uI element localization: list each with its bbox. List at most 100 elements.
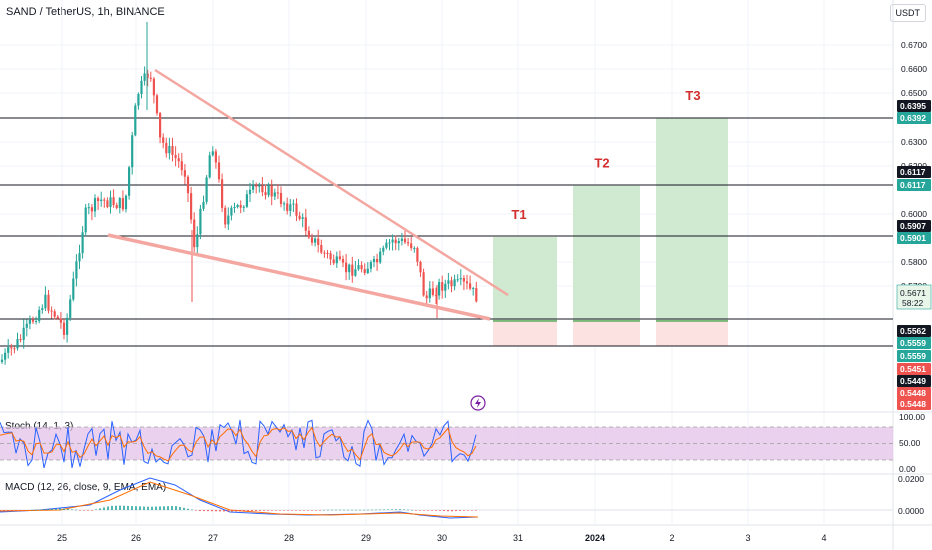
candle-body bbox=[87, 207, 90, 209]
candle-body bbox=[109, 197, 112, 208]
candle-body bbox=[456, 279, 459, 281]
candle-body bbox=[103, 199, 106, 201]
price-tag-text: 0.5448 bbox=[900, 388, 926, 398]
macd-histogram-bar bbox=[423, 510, 425, 511]
candle-body bbox=[10, 347, 13, 349]
macd-histogram-bar bbox=[23, 510, 25, 511]
candle-body bbox=[115, 204, 118, 208]
candle-body bbox=[323, 252, 326, 254]
price-tags: 0.6395 0.6392 0.6117 0.6117 0.5907 0.5901 0.55… bbox=[896, 100, 932, 410]
time-tick-label: 2024 bbox=[585, 533, 605, 543]
price-tag-text: 0.5449 bbox=[900, 376, 926, 386]
candle-body bbox=[41, 308, 44, 310]
candle-body bbox=[245, 194, 248, 207]
price-tag-bg bbox=[897, 166, 931, 178]
macd-histogram-bar bbox=[455, 510, 457, 512]
alert-icon[interactable] bbox=[470, 395, 486, 411]
macd-histogram-bar bbox=[439, 510, 441, 511]
candle-body bbox=[425, 295, 428, 299]
price-tick-label: 0.6300 bbox=[901, 137, 927, 147]
candle-body bbox=[307, 230, 310, 238]
candle-body bbox=[295, 203, 298, 216]
macd-histogram-bar bbox=[247, 510, 249, 512]
candle-body bbox=[7, 347, 10, 353]
macd-histogram-bar bbox=[179, 507, 181, 510]
price-tag-bg bbox=[897, 350, 931, 362]
candle-body bbox=[255, 185, 258, 187]
macd-histogram-bar bbox=[211, 510, 213, 512]
price-tag-text: 0.6117 bbox=[900, 167, 926, 177]
macd-histogram-bar bbox=[427, 510, 429, 511]
target-label: T1 bbox=[511, 207, 526, 222]
time-tick-label: 26 bbox=[131, 533, 141, 543]
candle-body bbox=[357, 265, 360, 270]
time-tick-label: 25 bbox=[57, 533, 67, 543]
macd-histogram-bar bbox=[315, 510, 317, 511]
macd-histogram-bar bbox=[411, 509, 413, 511]
candle-body bbox=[431, 288, 434, 295]
macd-histogram-bar bbox=[399, 509, 401, 510]
macd-histogram-bar bbox=[63, 508, 65, 510]
candle-body bbox=[72, 278, 75, 300]
macd-histogram-bar bbox=[0, 510, 1, 511]
macd-histogram-bar bbox=[171, 506, 173, 510]
candle-body bbox=[351, 264, 354, 276]
countdown: 58:22 bbox=[902, 298, 924, 308]
chart-title: SAND / TetherUS, 1h, BINANCE bbox=[6, 6, 165, 18]
candle-body bbox=[186, 176, 190, 194]
stoch-d-line bbox=[0, 426, 477, 462]
macd-histogram-bar bbox=[371, 509, 373, 511]
price-tag-text: 0.5559 bbox=[900, 338, 926, 348]
time-tick-label: 31 bbox=[513, 533, 523, 543]
macd-histogram-bar bbox=[383, 509, 385, 511]
macd-histogram-bar bbox=[223, 510, 225, 512]
candle-body bbox=[193, 219, 196, 248]
wedge-upper bbox=[154, 68, 509, 297]
macd-histogram-bar bbox=[375, 509, 377, 511]
falling-wedge bbox=[107, 68, 509, 321]
candle-body bbox=[447, 280, 450, 284]
candle-body bbox=[171, 145, 174, 155]
candle-body bbox=[174, 154, 177, 159]
stop-zone bbox=[493, 321, 557, 346]
macd-histogram-bar bbox=[139, 506, 141, 510]
price-tag-text: 0.5448 bbox=[900, 399, 926, 409]
time-tick-label: 2 bbox=[669, 533, 674, 543]
price-tag-bg bbox=[897, 375, 931, 387]
macd-histogram-bar bbox=[343, 509, 345, 511]
target-label: T3 bbox=[685, 88, 700, 103]
candle-body bbox=[146, 73, 149, 78]
macd-histogram-bar bbox=[367, 509, 369, 511]
macd-histogram-bar bbox=[255, 510, 257, 511]
macd-histogram-bar bbox=[335, 509, 337, 511]
candle-body bbox=[465, 281, 469, 284]
time-tick-label: 30 bbox=[437, 533, 447, 543]
macd-histogram-bar bbox=[15, 510, 17, 511]
macd-tick-label: 0.0000 bbox=[898, 506, 924, 516]
macd-histogram-bar bbox=[311, 510, 313, 511]
candle-body bbox=[28, 319, 31, 324]
candle-body bbox=[400, 238, 403, 241]
candle-body bbox=[276, 192, 279, 194]
candle-body bbox=[391, 239, 394, 243]
candle-body bbox=[90, 207, 93, 212]
macd-histogram-bar bbox=[251, 510, 253, 512]
candle-body bbox=[354, 269, 357, 276]
currency-button[interactable]: USDT bbox=[889, 4, 926, 22]
macd-histogram-bar bbox=[163, 506, 165, 510]
macd-histogram-bar bbox=[11, 510, 13, 511]
current-price: 0.5671 bbox=[900, 288, 926, 298]
macd-histogram-bar bbox=[351, 509, 353, 511]
candle-body bbox=[348, 264, 351, 273]
candle-body bbox=[326, 252, 329, 254]
macd-histogram-bar bbox=[327, 509, 329, 511]
candle-body bbox=[407, 242, 410, 244]
candle-body bbox=[44, 294, 47, 309]
candle-body bbox=[413, 248, 416, 250]
time-tick-label: 27 bbox=[208, 533, 218, 543]
candle-body bbox=[143, 73, 146, 81]
candle-body bbox=[317, 238, 320, 245]
candle-body bbox=[444, 283, 447, 291]
macd-histogram-bar bbox=[131, 506, 133, 510]
